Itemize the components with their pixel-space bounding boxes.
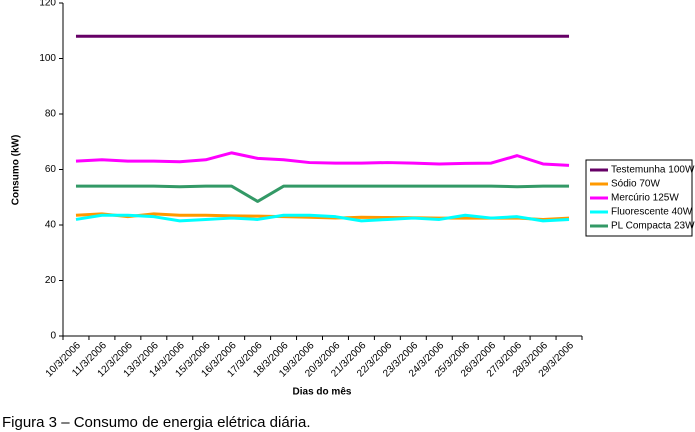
legend-label: Fluorescente 40W xyxy=(611,207,693,218)
y-tick-label: 0 xyxy=(50,331,56,342)
legend-label: PL Compacta 23W xyxy=(611,221,695,232)
y-tick-label: 20 xyxy=(45,275,57,286)
series-line xyxy=(75,151,570,167)
y-tick-label: 40 xyxy=(45,220,57,231)
y-tick-label: 120 xyxy=(39,0,56,9)
series-line xyxy=(75,213,570,223)
caption: Figura 3 – Consumo de energia elétrica d… xyxy=(2,414,311,431)
series-line xyxy=(75,184,570,203)
y-tick-label: 80 xyxy=(45,109,57,120)
legend-label: Sódio 70W xyxy=(611,179,660,190)
y-axis-title: Consumo (kW) xyxy=(11,135,22,206)
x-axis-title: Dias do mês xyxy=(293,387,352,398)
legend-label: Mercúrio 125W xyxy=(611,193,679,204)
legend-label: Testemunha 100W xyxy=(611,165,695,176)
y-tick-label: 100 xyxy=(39,53,56,64)
y-tick-label: 60 xyxy=(45,164,57,175)
